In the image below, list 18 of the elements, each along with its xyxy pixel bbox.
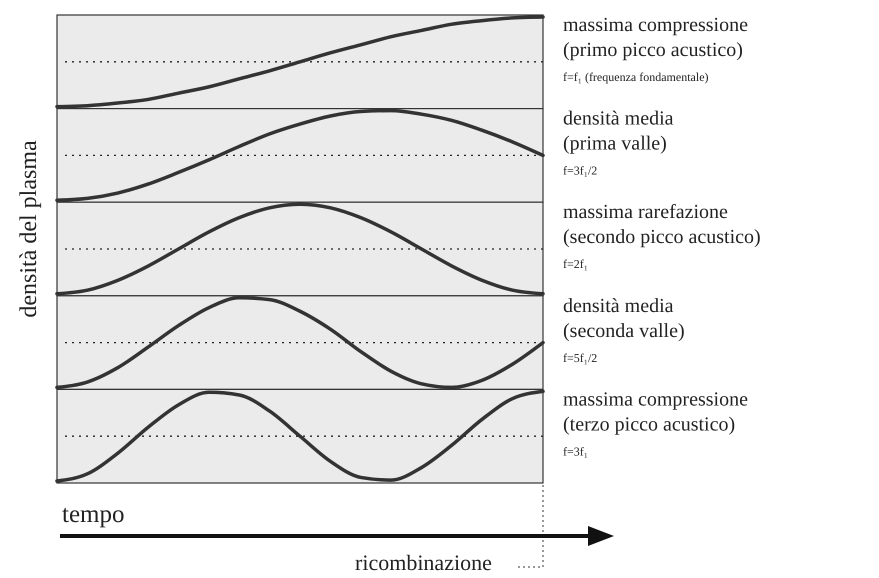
text: massima rarefazione xyxy=(563,201,728,224)
text: ricombinazione xyxy=(355,550,492,575)
text: f=5f₁/2 xyxy=(563,350,598,365)
text: (primo picco acustico) xyxy=(563,39,743,61)
text: (terzo picco acustico) xyxy=(563,413,736,436)
text: massima compressione xyxy=(563,388,748,410)
text: densità media xyxy=(563,294,674,317)
y-axis-title: densità del plasma xyxy=(16,140,42,318)
text: f=3f₁ xyxy=(563,444,588,458)
text: (seconda valle) xyxy=(563,320,685,342)
text: densità media xyxy=(563,108,674,130)
text: massima compressione xyxy=(563,14,748,36)
x-axis-title: tempo xyxy=(62,501,124,528)
text: (secondo picco acustico) xyxy=(563,226,761,248)
text: (prima valle) xyxy=(563,132,667,155)
text: f=3f₁/2 xyxy=(563,164,598,178)
text: f=f₁ (frequenza fondamentale) xyxy=(563,70,709,84)
text: f=2f₁ xyxy=(563,257,588,272)
